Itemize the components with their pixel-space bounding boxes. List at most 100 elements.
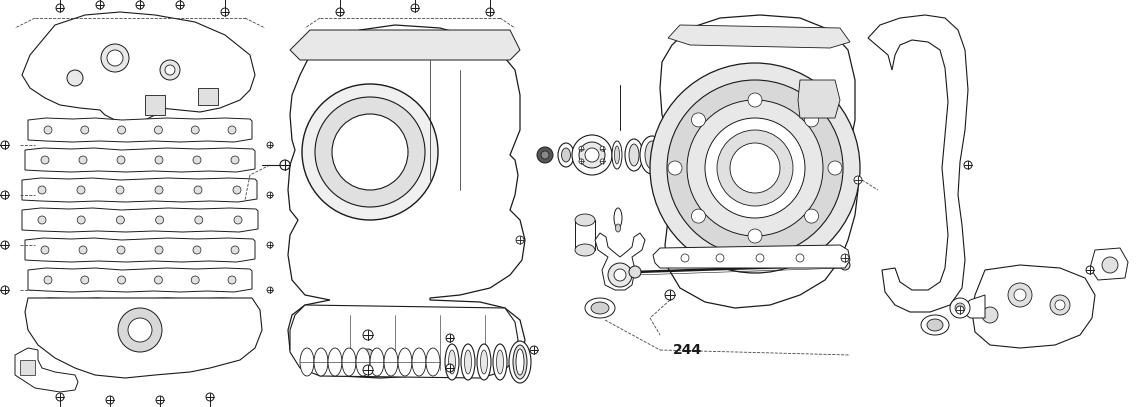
Circle shape [608,263,632,287]
Ellipse shape [591,302,609,314]
Polygon shape [15,348,78,392]
Circle shape [854,176,862,184]
Polygon shape [28,118,252,142]
Circle shape [982,307,998,323]
Ellipse shape [513,345,527,379]
Circle shape [705,118,805,218]
Polygon shape [22,178,257,202]
Circle shape [1013,289,1026,301]
Circle shape [796,254,804,262]
Ellipse shape [625,139,643,171]
Ellipse shape [300,348,314,376]
Circle shape [579,142,605,168]
Circle shape [194,186,202,194]
Ellipse shape [328,348,342,376]
Ellipse shape [412,348,426,376]
Circle shape [756,254,764,262]
Circle shape [41,156,49,164]
Ellipse shape [461,344,475,380]
Circle shape [614,269,626,281]
Circle shape [155,216,164,224]
Ellipse shape [562,148,570,162]
Circle shape [446,364,454,372]
Circle shape [1,241,9,249]
Circle shape [119,306,127,314]
Circle shape [41,246,49,254]
Circle shape [1,286,9,294]
Ellipse shape [426,348,440,376]
Circle shape [1,141,9,149]
Circle shape [56,4,64,12]
Circle shape [486,8,494,16]
Circle shape [446,334,454,342]
Circle shape [748,229,762,243]
Circle shape [600,159,605,164]
Circle shape [267,192,272,198]
Circle shape [44,276,52,284]
Ellipse shape [614,208,622,228]
Polygon shape [1090,248,1127,280]
Circle shape [1086,266,1094,274]
Circle shape [206,393,214,401]
Circle shape [154,306,162,314]
Polygon shape [22,208,258,232]
Circle shape [332,114,408,190]
Circle shape [83,306,91,314]
Circle shape [231,246,239,254]
Circle shape [119,308,162,352]
Ellipse shape [921,315,948,335]
Circle shape [107,50,123,66]
Circle shape [687,100,823,236]
Circle shape [155,156,163,164]
Ellipse shape [557,143,575,167]
Circle shape [117,126,125,134]
Circle shape [101,44,129,72]
Circle shape [516,236,524,244]
Polygon shape [595,233,645,290]
Circle shape [223,306,233,314]
Circle shape [160,60,180,80]
Circle shape [78,186,86,194]
Circle shape [302,84,438,220]
Ellipse shape [314,348,328,376]
Circle shape [363,349,374,361]
Circle shape [950,298,970,318]
Circle shape [154,126,162,134]
Circle shape [67,70,83,86]
Text: 244: 244 [673,343,702,357]
Circle shape [956,306,964,314]
Circle shape [267,242,272,248]
Circle shape [805,209,819,223]
Polygon shape [288,25,526,378]
Polygon shape [575,220,595,250]
Polygon shape [28,268,252,292]
Circle shape [629,266,641,278]
Ellipse shape [370,348,384,376]
Ellipse shape [445,344,459,380]
Circle shape [315,97,425,207]
Polygon shape [145,95,165,115]
Polygon shape [25,298,262,378]
Circle shape [116,216,124,224]
Circle shape [38,216,46,224]
Polygon shape [22,12,255,125]
Polygon shape [25,148,255,172]
Circle shape [155,186,163,194]
Ellipse shape [508,341,531,383]
Circle shape [717,130,793,206]
Circle shape [572,135,612,175]
Circle shape [805,113,819,127]
Circle shape [267,142,272,148]
Circle shape [106,396,114,404]
Circle shape [748,93,762,107]
Circle shape [585,148,599,162]
Circle shape [668,161,682,175]
Polygon shape [653,245,850,268]
Circle shape [78,216,86,224]
Circle shape [716,254,724,262]
Circle shape [363,365,373,375]
Circle shape [579,159,584,164]
Circle shape [79,156,87,164]
Circle shape [81,126,89,134]
Ellipse shape [616,224,620,232]
